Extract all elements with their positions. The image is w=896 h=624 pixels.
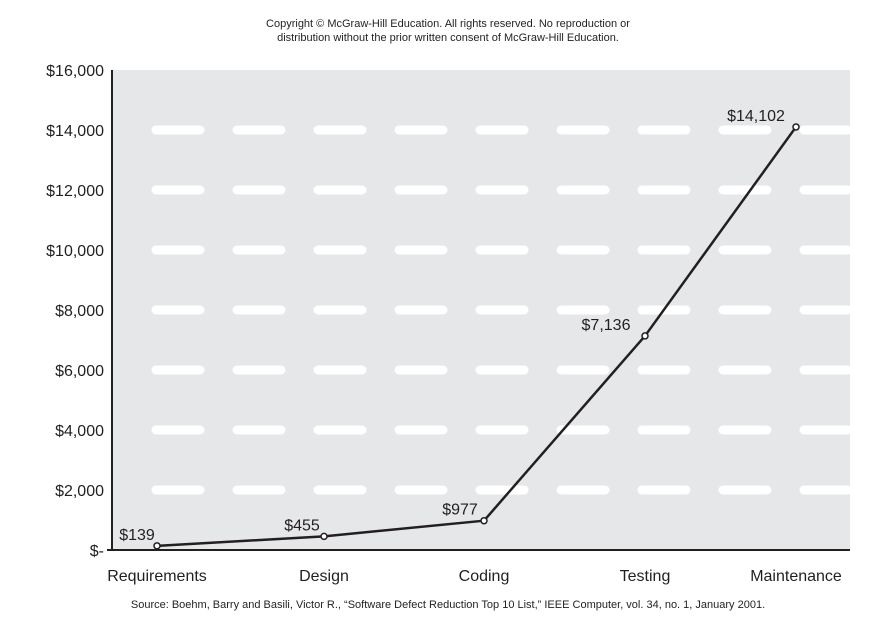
x-tick-label: Design bbox=[299, 568, 349, 585]
data-point bbox=[153, 542, 161, 550]
data-label: $455 bbox=[284, 517, 320, 534]
x-tick-labels: Requirements Design Coding Testing Maintenan… bbox=[107, 568, 842, 585]
copyright-line-2: distribution without the prior written c… bbox=[277, 32, 619, 44]
axes bbox=[107, 70, 850, 551]
y-tick-label: $6,000 bbox=[55, 363, 104, 380]
x-tick-label: Maintenance bbox=[750, 568, 842, 585]
x-tick-label: Testing bbox=[620, 568, 671, 585]
y-tick-labels: $- $2,000 $4,000 $6,000 $8,000 $10,000 $12,000… bbox=[46, 63, 104, 560]
data-label: $14,102 bbox=[727, 108, 785, 125]
data-label: $7,136 bbox=[582, 317, 631, 334]
y-tick-label: $4,000 bbox=[55, 423, 104, 440]
data-labels: $139 $455 $977 $7,136 $14,102 bbox=[119, 108, 785, 544]
y-tick-label: $- bbox=[90, 543, 104, 560]
x-tick-label: Coding bbox=[459, 568, 510, 585]
gridlines bbox=[151, 125, 855, 495]
y-tick-label: $8,000 bbox=[55, 303, 104, 320]
data-point bbox=[792, 123, 800, 131]
y-tick-label: $10,000 bbox=[46, 243, 104, 260]
y-tick-label: $12,000 bbox=[46, 183, 104, 200]
copyright-notice: Copyright © McGraw-Hill Education. All r… bbox=[0, 17, 896, 45]
y-tick-label: $2,000 bbox=[55, 483, 104, 500]
y-tick-label: $16,000 bbox=[46, 63, 104, 80]
data-label: $977 bbox=[442, 502, 478, 519]
data-point bbox=[641, 332, 649, 340]
x-tick-label: Requirements bbox=[107, 568, 207, 585]
data-label: $139 bbox=[119, 527, 155, 544]
data-point bbox=[320, 532, 328, 541]
source-citation: Source: Boehm, Barry and Basili, Victor … bbox=[130, 599, 766, 611]
copyright-line-1: Copyright © McGraw-Hill Education. All r… bbox=[266, 18, 630, 30]
data-point bbox=[480, 516, 488, 525]
y-tick-label: $14,000 bbox=[46, 123, 104, 140]
series-group bbox=[153, 123, 800, 550]
